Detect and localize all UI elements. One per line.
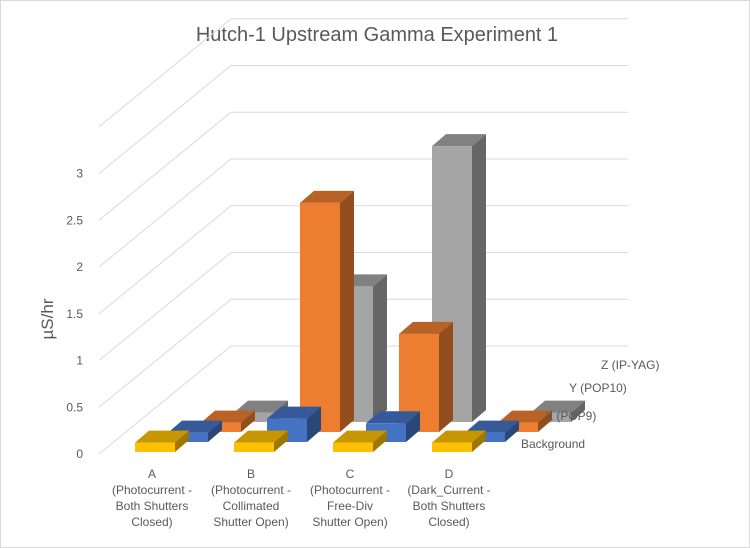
series-labels: Background X (POP9) Y (POP10) Z (IP-YAG) (521, 358, 659, 451)
x-axis-labels: A (Photocurrent -Both Shutters Closed) B (Ph… (112, 467, 491, 529)
y-axis-label: µS/hr (38, 298, 57, 339)
gridline (98, 111, 628, 221)
series-label: Y (POP10) (569, 381, 627, 395)
y-tick-label: 2.5 (66, 213, 83, 227)
gridline (98, 65, 628, 174)
y-tick-label: 1.5 (66, 307, 83, 321)
bar (234, 430, 288, 452)
gridline (98, 252, 628, 361)
x-category-label: B (Photocurrent -Collimated Shutter Open) (211, 467, 291, 529)
x-category-label: D (Dark_Current -Both Shutters Closed) (407, 467, 490, 529)
gridline (98, 158, 628, 268)
gridline (98, 345, 628, 455)
chart-title: Hutch-1 Upstream Gamma Experiment 1 (196, 24, 558, 46)
y-tick-label: 0.5 (66, 400, 83, 414)
bars (135, 134, 585, 452)
y-tick-label: 0 (76, 447, 83, 461)
y-axis-ticks: 0 0.5 1 1.5 2 2.5 3 (66, 167, 83, 462)
gridline (98, 18, 628, 128)
gridline (98, 205, 628, 315)
bar (300, 190, 354, 432)
y-tick-label: 1 (76, 354, 83, 368)
gridlines (98, 18, 628, 455)
series-label: X (POP9) (545, 409, 596, 423)
bar (432, 430, 486, 452)
bar (135, 430, 189, 452)
x-category-label: C (Photocurrent -Free-Div Shutter Open) (310, 467, 390, 529)
x-category-label: A (Photocurrent -Both Shutters Closed) (112, 467, 192, 529)
gridline (98, 298, 628, 408)
bar (333, 430, 387, 452)
series-label: Background (521, 437, 585, 451)
y-tick-label: 3 (76, 167, 83, 181)
y-tick-label: 2 (76, 260, 83, 274)
series-label: Z (IP-YAG) (601, 358, 659, 372)
